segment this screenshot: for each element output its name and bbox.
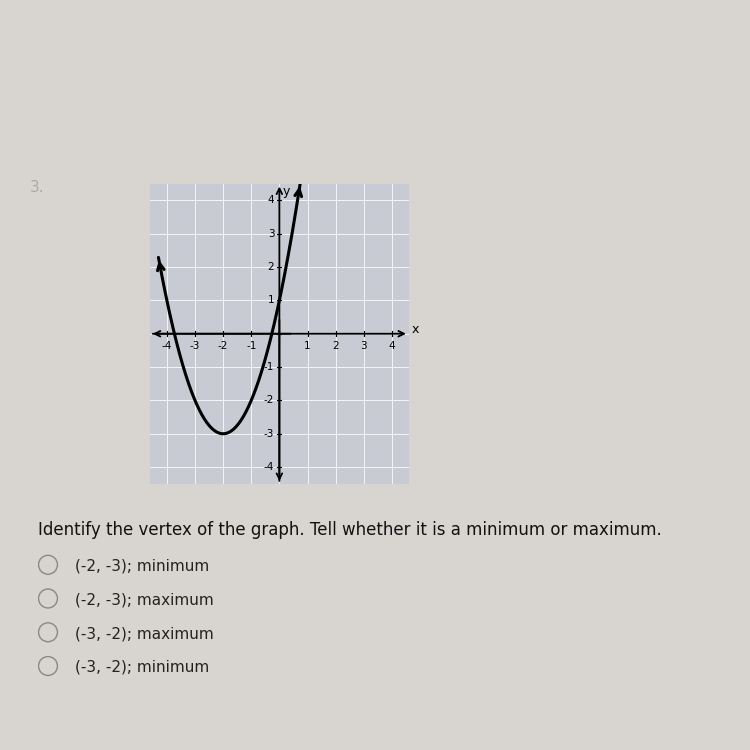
- Text: (-3, -2); minimum: (-3, -2); minimum: [75, 660, 209, 675]
- Text: y: y: [283, 185, 290, 199]
- Text: 1: 1: [304, 341, 310, 351]
- Text: -2: -2: [264, 395, 274, 406]
- Text: x: x: [412, 323, 419, 336]
- Text: -3: -3: [190, 341, 200, 351]
- Text: (-2, -3); minimum: (-2, -3); minimum: [75, 559, 209, 574]
- Text: 4: 4: [388, 341, 395, 351]
- Text: 3: 3: [268, 229, 274, 238]
- Text: 1: 1: [268, 296, 274, 305]
- Text: 3: 3: [361, 341, 367, 351]
- Text: -3: -3: [264, 429, 274, 439]
- Text: -4: -4: [264, 462, 274, 472]
- Text: 2: 2: [332, 341, 339, 351]
- Text: 2: 2: [268, 262, 274, 272]
- Text: (-2, -3); maximum: (-2, -3); maximum: [75, 592, 214, 608]
- Text: -1: -1: [264, 362, 274, 372]
- Text: Identify the vertex of the graph. Tell whether it is a minimum or maximum.: Identify the vertex of the graph. Tell w…: [38, 521, 662, 539]
- Text: -1: -1: [246, 341, 256, 351]
- Text: (-3, -2); maximum: (-3, -2); maximum: [75, 626, 214, 641]
- Text: -4: -4: [162, 341, 172, 351]
- Text: 3.: 3.: [30, 180, 45, 195]
- Text: -2: -2: [218, 341, 228, 351]
- Text: 4: 4: [268, 196, 274, 206]
